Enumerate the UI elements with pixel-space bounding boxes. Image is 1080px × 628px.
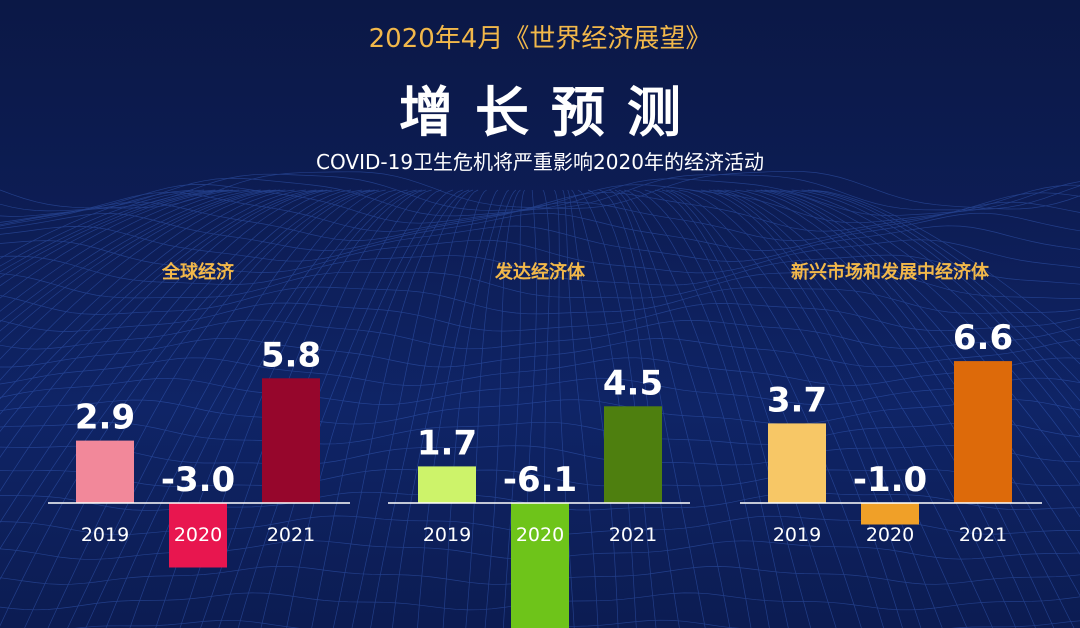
bar-2019: [418, 466, 476, 503]
value-label: -1.0: [853, 460, 927, 500]
bar-2019: [76, 440, 134, 503]
x-tick-label: 2020: [174, 524, 222, 546]
chart-panel-2: 发达经济体 1.7 2019 -6.1 2020 4.5 2021: [388, 261, 690, 628]
x-tick-label: 2021: [267, 524, 315, 546]
chart-panel-1: 全球经济 2.9 2019 -3.0 2020 5.8 2021: [48, 261, 350, 568]
bar-2020: [511, 503, 569, 628]
chart-title: 新兴市场和发展中经济体: [791, 261, 990, 283]
bar-2019: [768, 423, 826, 503]
x-tick-label: 2019: [81, 524, 129, 546]
x-tick-label: 2021: [609, 524, 657, 546]
x-tick-label: 2020: [516, 524, 564, 546]
bar-2021: [604, 406, 662, 504]
bar-2021: [262, 378, 320, 503]
value-label: 2.9: [75, 398, 135, 438]
value-label: 1.7: [417, 423, 477, 463]
bar-2020: [169, 503, 227, 568]
chart-title: 发达经济体: [494, 261, 586, 283]
value-label: 5.8: [261, 335, 321, 375]
value-label: 4.5: [603, 363, 663, 403]
chart-title: 全球经济: [161, 261, 235, 283]
page-caption: COVID-19卫生危机将严重影响2020年的经济活动: [316, 150, 764, 174]
x-tick-label: 2019: [773, 524, 821, 546]
report-title: 2020年4月《世界经济展望》: [368, 24, 712, 54]
value-label: 6.6: [953, 318, 1013, 358]
bar-2021: [954, 361, 1012, 503]
value-label: -6.1: [503, 460, 577, 500]
x-tick-label: 2021: [959, 524, 1007, 546]
page-title: 增长预测: [399, 81, 703, 144]
chart-panel-3: 新兴市场和发展中经济体 3.7 2019 -1.0 2020 6.6 2021: [740, 261, 1042, 546]
value-label: 3.7: [767, 380, 827, 420]
x-tick-label: 2020: [866, 524, 914, 546]
value-label: -3.0: [161, 460, 235, 500]
bar-2020: [861, 503, 919, 525]
x-tick-label: 2019: [423, 524, 471, 546]
